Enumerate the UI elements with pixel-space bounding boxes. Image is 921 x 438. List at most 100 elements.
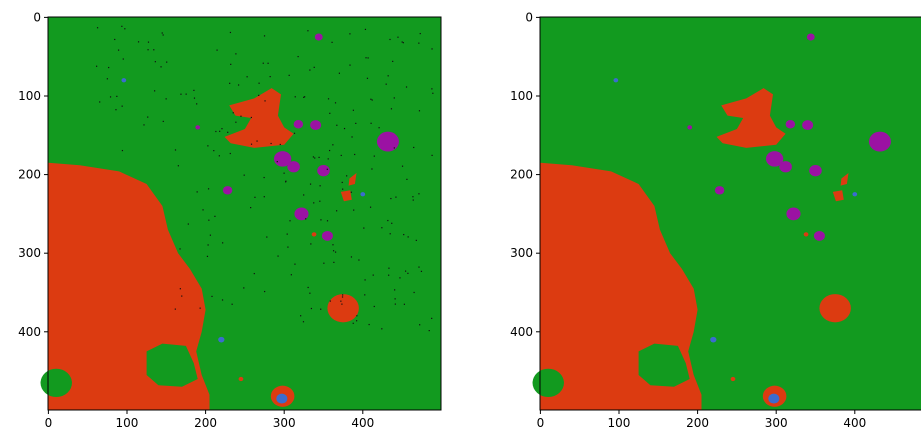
x-tick-label: 200 bbox=[194, 416, 217, 430]
noise-pixel bbox=[311, 308, 312, 309]
noise-pixel bbox=[99, 101, 100, 102]
noise-pixel bbox=[258, 95, 259, 96]
noise-pixel bbox=[118, 50, 119, 51]
noise-pixel bbox=[406, 86, 407, 87]
noise-pixel bbox=[402, 41, 403, 42]
noise-pixel bbox=[407, 273, 408, 274]
noise-pixel bbox=[154, 90, 155, 91]
noise-pixel bbox=[180, 288, 181, 289]
noise-pixel bbox=[332, 144, 333, 145]
noise-pixel bbox=[403, 42, 404, 43]
noise-pixel bbox=[294, 264, 295, 265]
segment-region bbox=[310, 120, 321, 130]
x-tick-label: 100 bbox=[608, 416, 631, 430]
y-tick-label: 300 bbox=[510, 246, 533, 260]
noise-pixel bbox=[267, 63, 268, 64]
segment-region bbox=[533, 369, 564, 397]
noise-pixel bbox=[335, 252, 336, 253]
noise-pixel bbox=[353, 110, 354, 111]
noise-pixel bbox=[356, 320, 357, 321]
noise-pixel bbox=[395, 298, 396, 299]
segment-region bbox=[287, 161, 300, 172]
noise-pixel bbox=[114, 39, 115, 40]
noise-pixel bbox=[287, 234, 288, 235]
y-tick-label: 400 bbox=[510, 325, 533, 339]
noise-pixel bbox=[388, 268, 389, 269]
noise-pixel bbox=[208, 188, 209, 189]
segment-region bbox=[239, 377, 244, 381]
noise-pixel bbox=[392, 61, 393, 62]
noise-pixel bbox=[163, 121, 164, 122]
noise-pixel bbox=[186, 94, 187, 95]
noise-pixel bbox=[339, 73, 340, 74]
noise-pixel bbox=[244, 175, 245, 176]
noise-pixel bbox=[379, 127, 380, 128]
segment-region bbox=[715, 186, 724, 194]
noise-pixel bbox=[330, 300, 331, 301]
noise-pixel bbox=[208, 220, 209, 221]
x-tick-label: 400 bbox=[843, 416, 866, 430]
noise-pixel bbox=[155, 61, 156, 62]
y-tick-label: 100 bbox=[18, 89, 41, 103]
noise-pixel bbox=[421, 271, 422, 272]
segment-region bbox=[322, 231, 333, 241]
noise-pixel bbox=[254, 197, 255, 198]
noise-pixel bbox=[264, 35, 265, 36]
noise-pixel bbox=[351, 256, 352, 257]
noise-pixel bbox=[256, 140, 257, 141]
noise-pixel bbox=[264, 196, 265, 197]
noise-pixel bbox=[395, 197, 396, 198]
noise-pixel bbox=[370, 99, 371, 100]
segment-region bbox=[786, 208, 800, 221]
noise-pixel bbox=[370, 207, 371, 208]
segment-region bbox=[814, 231, 825, 241]
noise-pixel bbox=[266, 236, 267, 237]
noise-pixel bbox=[295, 96, 296, 97]
x-tick-label: 400 bbox=[351, 416, 374, 430]
segment-region bbox=[779, 161, 792, 172]
segment-region bbox=[804, 232, 809, 236]
segment-region bbox=[768, 394, 779, 404]
noise-pixel bbox=[309, 69, 310, 70]
noise-pixel bbox=[373, 275, 374, 276]
noise-pixel bbox=[258, 83, 259, 84]
noise-pixel bbox=[221, 128, 222, 129]
noise-pixel bbox=[153, 49, 154, 50]
noise-pixel bbox=[363, 227, 364, 228]
noise-pixel bbox=[394, 97, 395, 98]
noise-pixel bbox=[319, 201, 320, 202]
noise-pixel bbox=[418, 193, 419, 194]
noise-pixel bbox=[391, 223, 392, 224]
x-tick-label: 300 bbox=[273, 416, 296, 430]
noise-pixel bbox=[227, 132, 228, 133]
noise-pixel bbox=[416, 240, 417, 241]
noise-pixel bbox=[219, 131, 220, 132]
noise-pixel bbox=[358, 259, 359, 260]
segment-region bbox=[317, 165, 330, 176]
noise-pixel bbox=[277, 255, 278, 256]
noise-pixel bbox=[163, 34, 164, 35]
noise-pixel bbox=[254, 273, 255, 274]
noise-pixel bbox=[289, 220, 290, 221]
noise-pixel bbox=[304, 96, 305, 97]
noise-pixel bbox=[355, 123, 356, 124]
x-tick-label: 200 bbox=[686, 416, 709, 430]
noise-pixel bbox=[397, 37, 398, 38]
noise-pixel bbox=[197, 191, 198, 192]
noise-pixel bbox=[365, 57, 366, 58]
noise-pixel bbox=[328, 98, 329, 99]
noise-pixel bbox=[342, 294, 343, 295]
noise-pixel bbox=[369, 324, 370, 325]
segment-region bbox=[41, 369, 72, 397]
noise-pixel bbox=[429, 330, 430, 331]
noise-pixel bbox=[264, 177, 265, 178]
noise-pixel bbox=[108, 67, 109, 68]
segment-region bbox=[360, 192, 365, 196]
segment-region bbox=[327, 294, 358, 322]
segment-region bbox=[312, 232, 317, 236]
segment-region bbox=[786, 120, 795, 128]
noise-pixel bbox=[270, 76, 271, 77]
segment-region bbox=[687, 125, 692, 129]
noise-pixel bbox=[399, 277, 400, 278]
